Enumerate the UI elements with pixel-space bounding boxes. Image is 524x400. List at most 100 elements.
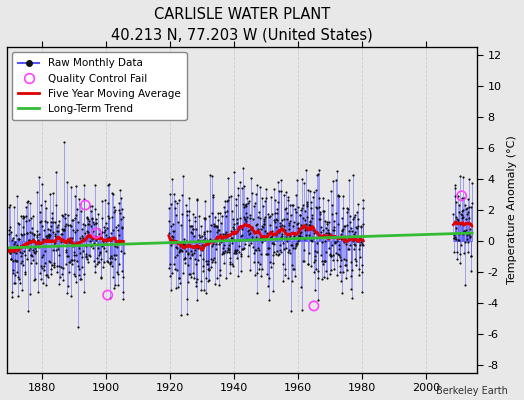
- Point: [174, 274, 183, 281]
- Point: [269, 260, 278, 266]
- Point: [168, 270, 176, 276]
- Point: [217, 213, 226, 219]
- Point: [39, 267, 48, 273]
- Point: [199, 262, 207, 269]
- Point: [78, 264, 86, 270]
- Point: [325, 230, 333, 237]
- Point: [347, 286, 355, 293]
- Point: [53, 269, 61, 275]
- Point: [108, 254, 116, 261]
- Point: [43, 274, 52, 281]
- Point: [256, 235, 264, 241]
- Point: [183, 296, 191, 302]
- Point: [217, 220, 225, 226]
- Point: [330, 224, 339, 230]
- Point: [112, 252, 121, 258]
- Point: [200, 229, 209, 236]
- Point: [12, 232, 20, 238]
- Point: [47, 271, 55, 278]
- Point: [25, 291, 34, 298]
- Point: [454, 237, 462, 243]
- Point: [175, 196, 183, 203]
- Point: [54, 263, 63, 269]
- Point: [114, 222, 122, 228]
- Point: [103, 200, 112, 206]
- Point: [228, 235, 236, 242]
- Point: [316, 224, 325, 230]
- Point: [274, 252, 282, 258]
- Point: [87, 208, 95, 214]
- Point: [192, 226, 201, 232]
- Point: [451, 185, 460, 191]
- Point: [353, 238, 361, 244]
- Point: [308, 214, 316, 221]
- Point: [102, 232, 110, 238]
- Point: [34, 240, 42, 247]
- Point: [283, 210, 291, 216]
- Point: [202, 275, 210, 282]
- Point: [191, 214, 200, 220]
- Point: [302, 202, 311, 209]
- Point: [13, 269, 21, 276]
- Point: [296, 230, 304, 236]
- Point: [176, 248, 184, 254]
- Point: [343, 266, 352, 273]
- Point: [292, 241, 301, 247]
- Point: [174, 274, 183, 281]
- Point: [173, 267, 182, 273]
- Point: [345, 234, 354, 241]
- Point: [113, 244, 121, 251]
- Point: [15, 221, 24, 228]
- Point: [194, 256, 202, 263]
- Point: [193, 196, 201, 202]
- Point: [232, 195, 241, 202]
- Point: [55, 252, 63, 259]
- Point: [242, 210, 250, 216]
- Point: [11, 256, 19, 263]
- Point: [40, 226, 48, 233]
- Point: [42, 205, 50, 211]
- Point: [83, 214, 92, 220]
- Point: [216, 210, 225, 216]
- Point: [72, 252, 81, 258]
- Point: [460, 228, 468, 234]
- Point: [232, 248, 241, 254]
- Point: [102, 235, 111, 242]
- Point: [42, 282, 51, 288]
- Point: [5, 204, 14, 210]
- Point: [215, 233, 224, 239]
- Point: [236, 179, 244, 186]
- Point: [467, 268, 475, 274]
- Point: [18, 224, 27, 230]
- Point: [315, 216, 324, 222]
- Point: [277, 188, 286, 194]
- Point: [192, 276, 201, 282]
- Point: [35, 231, 43, 237]
- Point: [81, 242, 89, 248]
- Point: [197, 237, 205, 244]
- Point: [344, 206, 352, 212]
- Point: [254, 213, 263, 220]
- Point: [182, 311, 191, 317]
- Point: [450, 235, 458, 241]
- Point: [260, 216, 268, 222]
- Point: [359, 196, 367, 203]
- Point: [456, 221, 464, 228]
- Point: [223, 175, 232, 181]
- Point: [270, 186, 278, 193]
- Point: [287, 212, 295, 218]
- Point: [341, 262, 350, 268]
- Point: [300, 180, 308, 186]
- Point: [253, 290, 261, 296]
- Point: [86, 242, 95, 248]
- Point: [212, 241, 220, 248]
- Point: [239, 204, 248, 210]
- Point: [461, 282, 469, 288]
- Point: [51, 218, 59, 225]
- Point: [190, 233, 198, 240]
- Point: [225, 246, 233, 252]
- Point: [240, 183, 248, 189]
- Point: [222, 234, 231, 240]
- Point: [322, 268, 330, 274]
- Point: [301, 208, 309, 214]
